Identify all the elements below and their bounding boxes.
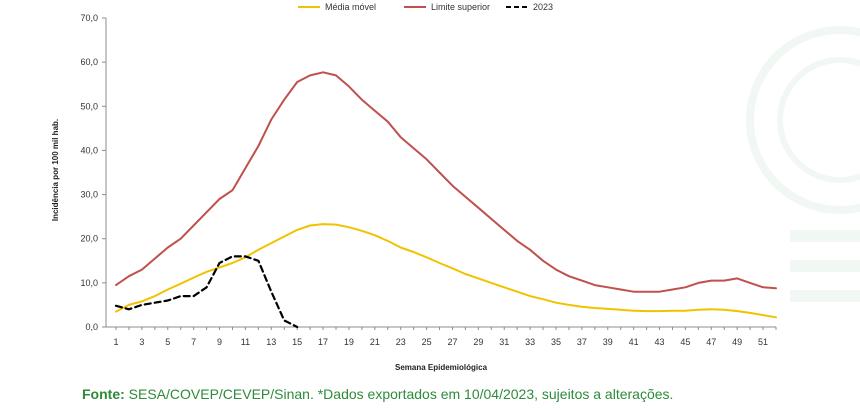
line-chart: Média móvel Limite superior 2023 0,0 10,0 20… xyxy=(51,2,777,372)
x-tick-label: 37 xyxy=(577,337,587,347)
y-tick-label: 50,0 xyxy=(80,101,98,111)
y-tick-label: 0,0 xyxy=(85,322,98,332)
x-tick-label: 49 xyxy=(732,337,742,347)
legend-label: Média móvel xyxy=(325,2,376,12)
x-tick-label: 31 xyxy=(499,337,509,347)
source-footnote: Fonte: SESA/COVEP/CEVEP/Sinan. *Dados ex… xyxy=(82,386,673,402)
footer-text: SESA/COVEP/CEVEP/Sinan. *Dados exportado… xyxy=(124,386,674,402)
watermark-logo xyxy=(746,26,860,302)
x-tick-label: 27 xyxy=(447,337,457,347)
series-line-m-dia-m-vel xyxy=(115,223,777,319)
x-tick-label: 5 xyxy=(165,337,170,347)
chart-axes: 0,010,020,030,040,050,060,070,01 3 5 7 9 11 13… xyxy=(80,13,777,347)
x-tick-label: 1 xyxy=(113,337,118,347)
x-tick-label: 41 xyxy=(629,337,639,347)
x-tick-label: 47 xyxy=(706,337,716,347)
x-tick-label: 33 xyxy=(525,337,535,347)
x-tick-label: 25 xyxy=(422,337,432,347)
x-tick-label: 9 xyxy=(217,337,222,347)
legend: Média móvel Limite superior 2023 xyxy=(298,2,553,12)
x-tick-label: 11 xyxy=(241,337,250,347)
x-tick-label: 29 xyxy=(473,337,483,347)
y-tick-label: 70,0 xyxy=(80,13,98,23)
x-tick-label: 45 xyxy=(680,337,690,347)
x-tick-label: 43 xyxy=(655,337,665,347)
y-tick-label: 20,0 xyxy=(80,234,98,244)
footer-label: Fonte: xyxy=(82,386,125,402)
x-tick-label: 51 xyxy=(758,337,768,347)
legend-label: 2023 xyxy=(533,2,553,12)
series-layer xyxy=(114,71,777,329)
legend-label: Limite superior xyxy=(431,2,490,12)
y-tick-label: 10,0 xyxy=(80,278,98,288)
x-axis-label: Semana Epidemiológica xyxy=(395,363,488,372)
y-tick-label: 30,0 xyxy=(80,190,98,200)
x-tick-label: 13 xyxy=(266,337,276,347)
x-tick-label: 39 xyxy=(603,337,613,347)
y-tick-label: 40,0 xyxy=(80,145,98,155)
x-tick-label: 3 xyxy=(139,337,144,347)
y-axis-label: Incidência por 100 mil hab. xyxy=(51,119,60,221)
x-tick-label: 17 xyxy=(318,337,328,347)
series-line-2023 xyxy=(114,255,299,329)
x-tick-label: 35 xyxy=(551,337,561,347)
x-tick-label: 23 xyxy=(396,337,406,347)
y-tick-label: 60,0 xyxy=(80,57,98,67)
x-tick-label: 15 xyxy=(292,337,302,347)
x-tick-label: 19 xyxy=(344,337,354,347)
series-line-limite-superior xyxy=(115,71,777,293)
x-tick-label: 7 xyxy=(191,337,196,347)
x-tick-label: 21 xyxy=(370,337,380,347)
